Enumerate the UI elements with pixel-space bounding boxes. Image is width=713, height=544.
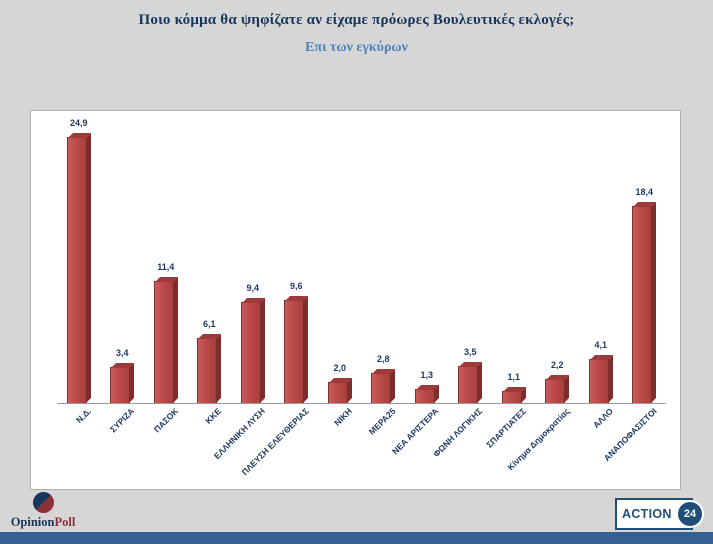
x-tick-label: ΑΛΛΟ <box>590 406 615 430</box>
chart-column: 9,4 <box>231 125 275 403</box>
bar-value-label: 18,4 <box>635 187 654 197</box>
opinionpoll-globe-icon <box>32 492 54 513</box>
bar <box>588 359 609 403</box>
x-tick-label: ΝΙΚΗ <box>332 406 354 428</box>
bar <box>371 373 392 403</box>
chart-column: 18,4 <box>623 125 667 403</box>
bar <box>501 391 522 403</box>
chart-panel: 24,9 3,4 11,4 6,1 9,4 9,6 2,0 2,8 1,3 3,5 1,1 2,2 4,… <box>30 110 681 490</box>
bar <box>240 302 261 403</box>
x-tick: Ν.Δ. <box>57 403 101 485</box>
bar <box>110 367 131 403</box>
bar-value-label: 1,1 <box>507 372 521 382</box>
bar-value-label: 2,8 <box>376 354 390 364</box>
chart-column: 4,1 <box>579 125 623 403</box>
chart-column: 3,4 <box>101 125 145 403</box>
bar-value-label: 4,1 <box>594 340 608 350</box>
x-tick: ΠΑΣΟΚ <box>144 403 188 485</box>
bar-value-label: 24,9 <box>69 118 88 128</box>
bar-value-label: 2,2 <box>550 360 564 370</box>
chart-column: 2,0 <box>318 125 362 403</box>
bar <box>66 137 87 403</box>
chart-title: Ποιο κόμμα θα ψηφίζατε αν είχαμε πρόωρες… <box>138 12 575 28</box>
bar-value-label: 11,4 <box>157 262 175 272</box>
chart-column: 6,1 <box>188 125 232 403</box>
chart-column: 1,3 <box>405 125 449 403</box>
chart-column: 24,9 <box>57 118 101 403</box>
x-tick-label: Ν.Δ. <box>73 406 93 426</box>
x-axis: Ν.Δ. ΣΥΡΙΖΑ ΠΑΣΟΚ ΚΚΕ ΕΛΛΗΝΙΚΗ ΛΥΣΗ ΠΛΕΥΣΗ ΕΛ… <box>57 403 666 485</box>
chart-subtitle: Επι των εγκύρων <box>305 40 408 55</box>
bar-value-label: 9,4 <box>246 283 260 293</box>
bar <box>414 389 435 403</box>
bar-value-label: 2,0 <box>333 363 347 373</box>
bar <box>632 206 653 403</box>
x-tick-label: ΣΥΡΙΖΑ <box>107 406 137 435</box>
bar-value-label: 3,4 <box>115 348 129 358</box>
x-tick: ΝΙΚΗ <box>318 403 362 485</box>
bar-value-label: 9,6 <box>289 281 303 291</box>
opinionpoll-logo: OpinionPoll <box>6 492 80 530</box>
opinionpoll-word-opinion: Opinion <box>10 515 55 529</box>
x-tick-label: ΚΚΕ <box>203 406 224 426</box>
bar-value-label: 1,3 <box>420 370 434 380</box>
bar <box>545 379 566 403</box>
bar-value-label: 6,1 <box>202 319 216 329</box>
action24-number-badge: 24 <box>678 502 702 526</box>
bar <box>458 366 479 403</box>
plot-area: 24,9 3,4 11,4 6,1 9,4 9,6 2,0 2,8 1,3 3,5 1,1 2,2 4,… <box>57 118 667 404</box>
action24-logo: ACTION 24 <box>615 498 702 530</box>
chart-column: 9,6 <box>275 125 319 403</box>
bar <box>197 338 218 403</box>
chart-column: 3,5 <box>449 125 493 403</box>
x-tick: ΠΛΕΥΣΗ ΕΛΕΥΘΕΡΙΑΣ <box>239 403 319 485</box>
opinionpoll-wordmark: OpinionPoll <box>6 515 80 530</box>
x-tick: Κίνημα Δημοκρατίας <box>505 403 580 485</box>
x-tick: ΣΥΡΙΖΑ <box>101 403 145 485</box>
bar-value-label: 3,5 <box>463 347 477 357</box>
bar <box>284 300 305 403</box>
x-tick-label: ΠΑΣΟΚ <box>151 406 180 435</box>
x-tick: ΑΝΑΠΟΦΑΣΙΣΤΟΙ <box>601 403 667 485</box>
chart-column: 2,2 <box>536 125 580 403</box>
bar <box>153 281 174 403</box>
chart-column: 2,8 <box>362 125 406 403</box>
x-tick-label: ΜΕΡΑ25 <box>366 406 398 437</box>
chart-column: 11,4 <box>144 125 188 403</box>
bottom-blue-strip <box>0 532 713 544</box>
action24-wordmark: ACTION <box>622 507 672 521</box>
bar <box>327 382 348 403</box>
chart-column: 1,1 <box>492 125 536 403</box>
opinionpoll-word-poll: Poll <box>54 515 76 529</box>
